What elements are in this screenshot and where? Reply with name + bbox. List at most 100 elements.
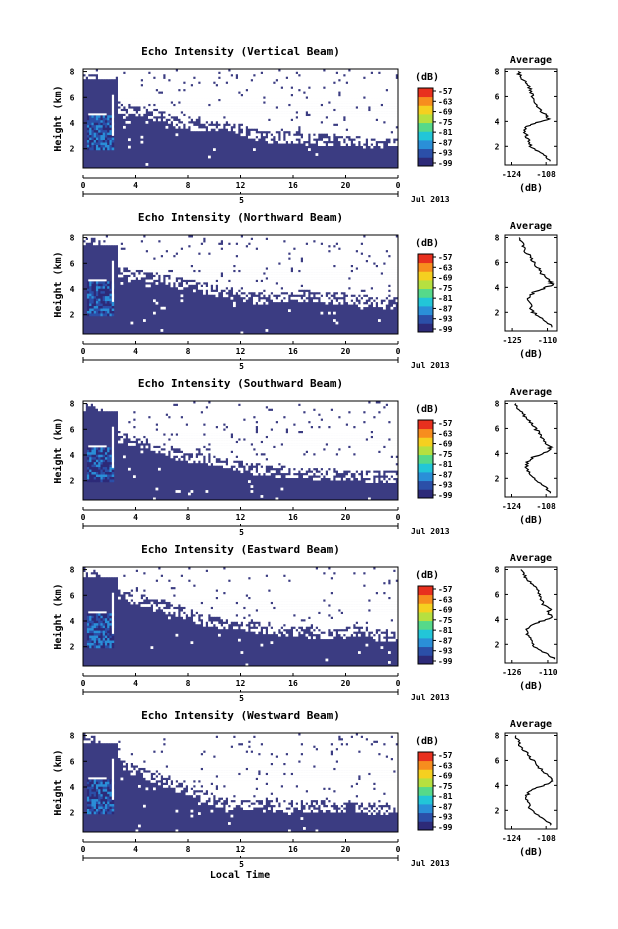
no-data-cell	[258, 119, 261, 122]
no-data-cell	[218, 267, 221, 270]
no-data-cell	[186, 277, 189, 280]
no-data-cell	[248, 111, 251, 114]
no-data-cell	[378, 91, 381, 94]
no-data-cell	[188, 262, 191, 265]
no-data-cell	[203, 277, 206, 280]
no-data-cell	[328, 116, 331, 119]
no-data-cell	[181, 89, 184, 92]
no-data-cell	[293, 242, 296, 245]
no-data-cell	[301, 89, 304, 92]
no-data-cell	[198, 240, 201, 243]
no-data-cell	[318, 74, 321, 77]
no-data-cell	[341, 275, 344, 278]
no-data-cell	[318, 242, 321, 245]
no-data-cell	[308, 265, 311, 268]
no-data-cell	[223, 71, 226, 74]
no-data-cell	[268, 138, 271, 141]
no-data-cell	[248, 255, 251, 258]
no-data-cell	[281, 131, 284, 134]
no-data-cell	[181, 299, 184, 302]
no-data-cell	[331, 270, 334, 273]
no-data-cell	[216, 272, 219, 275]
no-data-cell	[358, 99, 361, 102]
no-data-cell	[316, 153, 319, 156]
no-data-cell	[341, 116, 344, 119]
no-data-cell	[258, 126, 261, 129]
no-data-cell	[356, 109, 359, 112]
no-data-cell	[363, 94, 366, 97]
no-data-cell	[383, 96, 386, 99]
no-data-cell	[321, 299, 324, 302]
no-data-cell	[181, 109, 184, 112]
no-data-cell	[193, 119, 196, 122]
profile-y-tick-label: 8	[495, 67, 500, 76]
no-data-cell	[253, 257, 256, 260]
no-data-cell	[323, 116, 326, 119]
no-data-cell	[148, 99, 151, 102]
no-data-cell	[356, 79, 359, 82]
no-data-cell	[208, 96, 211, 99]
no-data-cell	[133, 86, 136, 89]
no-data-cell	[273, 119, 276, 122]
no-data-cell	[241, 260, 244, 263]
no-data-cell	[281, 240, 284, 243]
no-data-cell	[228, 89, 231, 92]
no-data-cell	[273, 84, 276, 87]
no-data-cell	[223, 257, 226, 260]
no-data-cell	[301, 292, 304, 295]
echo-cell	[89, 143, 92, 146]
no-data-cell	[161, 237, 164, 240]
no-data-cell	[156, 74, 159, 77]
no-data-cell	[128, 91, 131, 94]
no-data-cell	[256, 245, 259, 248]
no-data-cell	[178, 99, 181, 102]
no-data-cell	[343, 289, 346, 292]
no-data-cell	[196, 260, 199, 263]
no-data-cell	[241, 250, 244, 253]
no-data-cell	[161, 71, 164, 74]
no-data-cell	[196, 84, 199, 87]
no-data-cell	[241, 257, 244, 260]
no-data-cell	[213, 237, 216, 240]
no-data-cell	[313, 257, 316, 260]
no-data-cell	[268, 114, 271, 117]
no-data-cell	[348, 104, 351, 107]
no-data-cell	[161, 260, 164, 263]
no-data-cell	[358, 128, 361, 131]
no-data-cell	[321, 101, 324, 104]
no-data-cell	[338, 250, 341, 253]
no-data-cell	[188, 247, 191, 250]
no-data-cell	[333, 262, 336, 265]
no-data-cell	[373, 96, 376, 99]
no-data-cell	[233, 302, 236, 305]
no-data-cell	[366, 74, 369, 77]
y-axis-label: Height (km)	[52, 85, 64, 151]
no-data-cell	[236, 101, 239, 104]
no-data-cell	[271, 111, 274, 114]
no-data-cell	[356, 116, 359, 119]
no-data-cell	[263, 267, 266, 270]
no-data-cell	[298, 280, 301, 283]
no-data-cell	[201, 280, 204, 283]
no-data-cell	[226, 91, 229, 94]
no-data-cell	[303, 250, 306, 253]
no-data-cell	[213, 247, 216, 250]
no-data-cell	[178, 91, 181, 94]
no-data-cell	[268, 255, 271, 258]
no-data-cell	[336, 74, 339, 77]
no-data-cell	[301, 287, 304, 290]
no-data-cell	[178, 262, 181, 265]
no-data-cell	[216, 114, 219, 117]
no-data-cell	[373, 71, 376, 74]
echo-cell	[87, 138, 90, 141]
no-data-cell	[176, 101, 179, 104]
no-data-cell	[243, 265, 246, 268]
no-data-cell	[143, 267, 146, 270]
no-data-cell	[278, 260, 281, 263]
no-data-cell	[241, 91, 244, 94]
no-data-cell	[148, 245, 151, 248]
no-data-cell	[208, 116, 211, 119]
echo-cell	[94, 120, 97, 123]
no-data-cell	[196, 114, 199, 117]
no-data-cell	[286, 245, 289, 248]
